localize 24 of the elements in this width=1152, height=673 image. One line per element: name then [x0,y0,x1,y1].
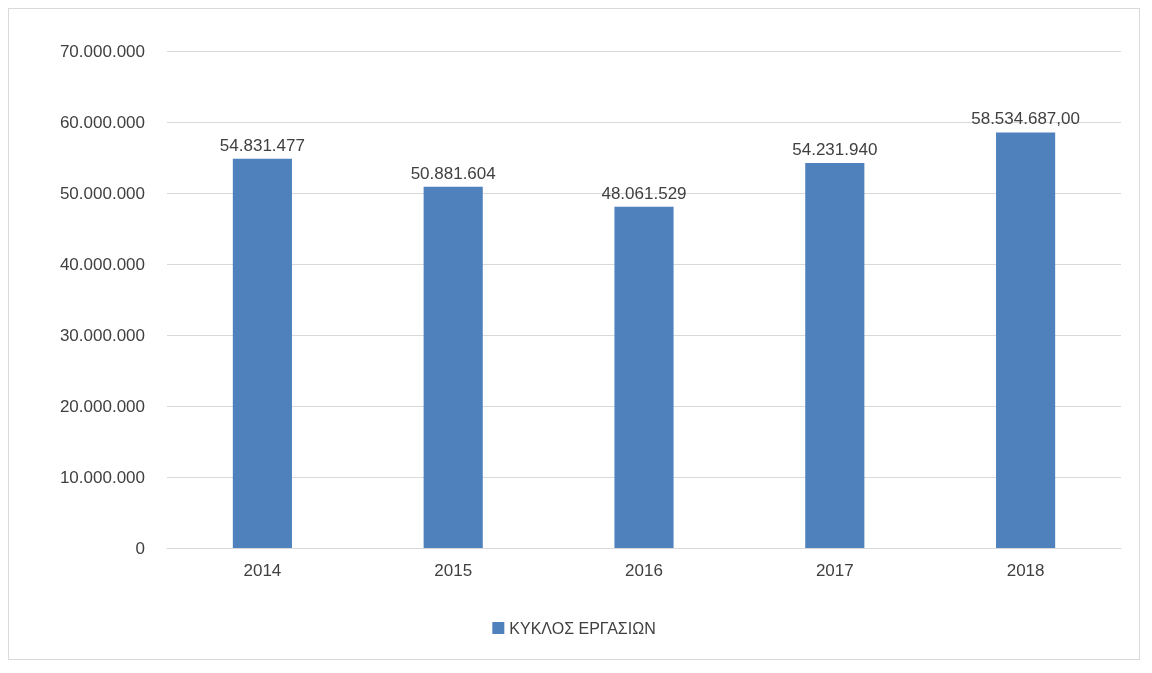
bar [805,162,865,548]
bar [232,158,292,548]
y-tick-label: 70.000.000 [59,41,145,61]
y-tick-label: 10.000.000 [59,467,145,487]
y-tick-label: 30.000.000 [59,325,145,345]
x-tick-label: 2017 [815,561,854,580]
y-tick-label: 20.000.000 [59,396,145,416]
y-tick-label: 40.000.000 [59,254,145,274]
data-label: 58.534.687,00 [971,109,1080,129]
bar [614,206,674,548]
x-tick-label: 2018 [1006,561,1045,580]
bar [423,186,483,548]
y-tick-label: 60.000.000 [59,112,145,132]
data-label: 54.831.477 [219,135,305,155]
data-label: 48.061.529 [601,183,687,203]
x-tick-label: 2016 [625,561,663,580]
bar [996,132,1056,548]
x-tick-label: 2014 [243,561,282,580]
y-tick-label: 50.000.000 [59,183,145,203]
x-tick-label: 2015 [434,561,473,580]
data-label: 50.881.604 [410,163,496,183]
legend-label: ΚΥΚΛΟΣ ΕΡΓΑΣΙΩΝ [509,619,656,637]
y-tick-label: 0 [135,538,145,558]
data-label: 54.231.940 [792,139,878,159]
